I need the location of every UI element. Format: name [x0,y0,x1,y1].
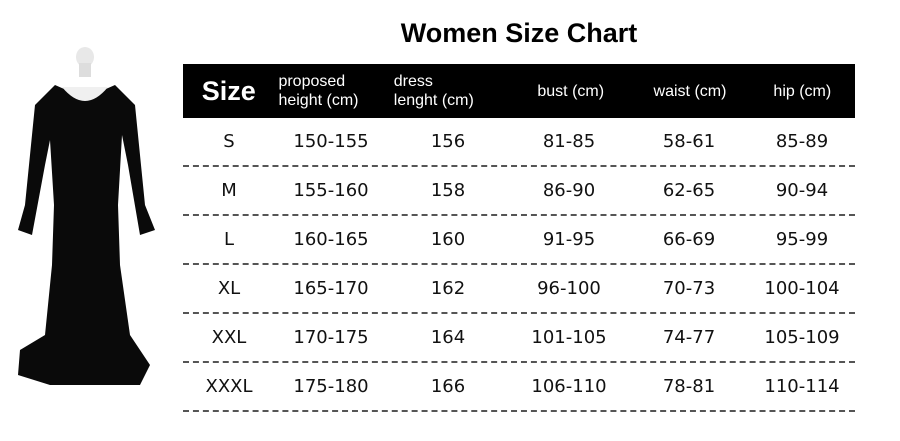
cell-size: L [223,229,235,250]
cell-dress-length: 156 [430,131,466,152]
cell-hip: 90-94 [775,180,829,201]
table-header: Size proposed height (cm) dress lenght (cm… [183,64,855,118]
cell-bust: 101-105 [531,327,607,348]
cell-size: M [221,180,237,201]
cell-height: 175-180 [293,376,369,397]
cell-hip: 105-109 [764,327,840,348]
cell-dress-length: 162 [430,278,466,299]
table-row: M 155-160 158 86-90 62-65 90-94 [183,167,855,216]
cell-size: XL [217,278,241,299]
header-hip: hip (cm) [773,82,832,100]
cell-waist: 70-73 [662,278,716,299]
cell-height: 150-155 [293,131,369,152]
cell-height: 165-170 [293,278,369,299]
cell-hip: 100-104 [764,278,840,299]
cell-bust: 91-95 [542,229,596,250]
cell-dress-length: 166 [430,376,466,397]
cell-size: S [223,131,235,152]
table-row: XXXL 175-180 166 106-110 78-81 110-114 [183,363,855,412]
header-waist: waist (cm) [653,82,727,100]
table-row: XXL 170-175 164 101-105 74-77 105-109 [183,314,855,363]
table-row: L 160-165 160 91-95 66-69 95-99 [183,216,855,265]
header-height: proposed height (cm) [278,73,359,109]
cell-bust: 81-85 [542,131,596,152]
header-bust: bust (cm) [537,82,605,100]
cell-hip: 110-114 [764,376,840,397]
cell-waist: 58-61 [662,131,716,152]
cell-waist: 78-81 [662,376,716,397]
cell-height: 160-165 [293,229,369,250]
cell-bust: 106-110 [531,376,607,397]
cell-dress-length: 164 [430,327,466,348]
header-dress-length: dress lenght (cm) [393,73,474,109]
table-row: XL 165-170 162 96-100 70-73 100-104 [183,265,855,314]
cell-hip: 85-89 [775,131,829,152]
cell-bust: 96-100 [537,278,601,299]
cell-waist: 66-69 [662,229,716,250]
cell-hip: 95-99 [775,229,829,250]
size-table: Size proposed height (cm) dress lenght (cm… [183,64,855,412]
cell-dress-length: 158 [430,180,466,201]
cell-waist: 62-65 [662,180,716,201]
cell-dress-length: 160 [430,229,466,250]
cell-height: 155-160 [293,180,369,201]
cell-size: XXXL [205,376,253,397]
cell-waist: 74-77 [662,327,716,348]
table-row: S 150-155 156 81-85 58-61 85-89 [183,118,855,167]
cell-size: XXL [211,327,247,348]
cell-bust: 86-90 [542,180,596,201]
header-size: Size [201,75,256,106]
cell-height: 170-175 [293,327,369,348]
chart-title: Women Size Chart [400,18,638,48]
dress-product-image [18,47,155,385]
